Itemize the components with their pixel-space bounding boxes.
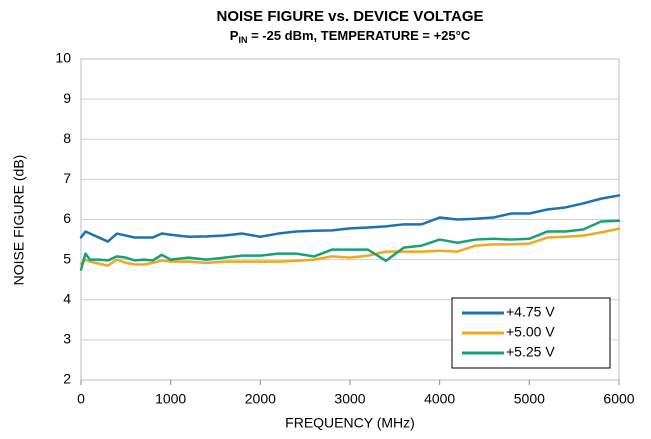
y-tick-label: 5 (63, 250, 71, 266)
legend-label: +4.75 V (506, 304, 555, 320)
x-tick-label: 3000 (334, 391, 365, 407)
y-tick-label: 4 (63, 290, 71, 306)
y-tick-label: 9 (63, 90, 71, 106)
chart-subtitle: PIN = -25 dBm, TEMPERATURE = +25°C (230, 28, 471, 45)
x-tick-label: 5000 (514, 391, 545, 407)
y-tick-label: 7 (63, 170, 71, 186)
x-tick-label: 2000 (245, 391, 276, 407)
chart-title: NOISE FIGURE vs. DEVICE VOLTAGE (217, 8, 484, 25)
y-tick-label: 10 (55, 50, 71, 66)
series-line (79, 227, 621, 267)
series-line (79, 219, 621, 271)
x-tick-label: 0 (77, 391, 85, 407)
subtitle-main: P (230, 28, 239, 43)
legend-label: +5.00 V (506, 324, 555, 340)
y-tick-label: 6 (63, 210, 71, 226)
y-tick-label: 2 (63, 371, 71, 387)
y-axis-label: NOISE FIGURE (dB) (11, 155, 27, 286)
x-axis-label: FREQUENCY (MHz) (285, 415, 415, 431)
series-line (79, 194, 621, 243)
y-tick-label: 8 (63, 130, 71, 146)
x-tick-label: 4000 (424, 391, 455, 407)
legend-label: +5.25 V (506, 344, 555, 360)
subtitle-subscript: IN (238, 35, 247, 45)
y-tick-label: 3 (63, 331, 71, 347)
subtitle-rest: = -25 dBm, TEMPERATURE = +25°C (247, 28, 470, 43)
x-tick-label: 6000 (603, 391, 634, 407)
x-tick-label: 1000 (155, 391, 186, 407)
